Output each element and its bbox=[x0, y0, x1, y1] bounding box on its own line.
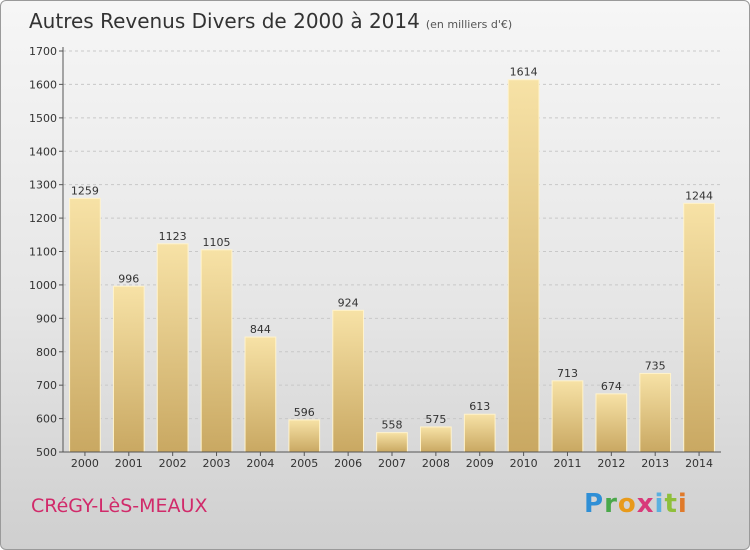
bar-value-label: 735 bbox=[645, 359, 666, 372]
bar-value-label: 844 bbox=[250, 323, 271, 336]
y-tick-label: 1100 bbox=[29, 246, 57, 259]
logo-letter: i bbox=[677, 489, 688, 519]
y-tick-label: 1200 bbox=[29, 212, 57, 225]
bar bbox=[244, 336, 277, 453]
x-tick-label: 2014 bbox=[685, 457, 713, 470]
y-tick-label: 800 bbox=[36, 346, 57, 359]
bar bbox=[420, 426, 452, 453]
x-tick-label: 2002 bbox=[159, 457, 187, 470]
x-tick-label: 2009 bbox=[466, 457, 494, 470]
logo-letter: t bbox=[664, 489, 678, 519]
bar-value-label: 674 bbox=[601, 380, 622, 393]
bar bbox=[156, 243, 189, 453]
bar-value-label: 1244 bbox=[685, 189, 713, 202]
bar-value-label: 924 bbox=[338, 296, 359, 309]
bar-value-label: 1105 bbox=[203, 236, 231, 249]
logo-letter: x bbox=[636, 489, 655, 519]
y-tick-label: 700 bbox=[36, 379, 57, 392]
y-tick-label: 900 bbox=[36, 312, 57, 325]
bar bbox=[200, 249, 233, 453]
x-tick-label: 2001 bbox=[115, 457, 143, 470]
bar bbox=[683, 202, 715, 453]
bar bbox=[463, 413, 496, 453]
bar bbox=[332, 309, 364, 453]
x-tick-label: 2006 bbox=[334, 457, 362, 470]
logo-letter: P bbox=[584, 489, 605, 519]
x-tick-label: 2005 bbox=[290, 457, 318, 470]
bar-value-label: 596 bbox=[294, 406, 315, 419]
y-tick-label: 600 bbox=[36, 413, 57, 426]
bar bbox=[69, 197, 101, 453]
x-tick-label: 2007 bbox=[378, 457, 406, 470]
logo-letter: i bbox=[654, 489, 665, 519]
x-tick-label: 2003 bbox=[203, 457, 231, 470]
bar-value-label: 558 bbox=[382, 419, 403, 432]
x-tick-label: 2013 bbox=[641, 457, 669, 470]
bar bbox=[595, 393, 628, 453]
bar-value-label: 1259 bbox=[71, 184, 99, 197]
bar bbox=[376, 432, 408, 453]
y-tick-label: 1300 bbox=[29, 179, 57, 192]
logo-letter: o bbox=[617, 489, 637, 519]
bar bbox=[507, 79, 540, 453]
y-axis: 500 600 700 800 900 1000 1100 1200 1300 1400 1500 1… bbox=[29, 45, 64, 459]
y-tick-label: 1600 bbox=[29, 78, 57, 91]
bar-value-label: 996 bbox=[118, 272, 139, 285]
y-tick-label: 1400 bbox=[29, 145, 57, 158]
y-tick-label: 500 bbox=[36, 446, 57, 459]
proxiti-logo: Proxiti bbox=[584, 489, 688, 519]
bar bbox=[112, 285, 145, 453]
y-tick-label: 1700 bbox=[29, 45, 57, 58]
commune-name: CRéGY-LèS-MEAUX bbox=[31, 495, 208, 517]
y-tick-label: 1500 bbox=[29, 112, 57, 125]
x-tick-label: 2012 bbox=[597, 457, 625, 470]
bar-value-label: 613 bbox=[469, 400, 490, 413]
bar-value-label: 1614 bbox=[510, 66, 538, 79]
bars: 1259 996 1123 1105 844 596 924 558 575 613 1614 713… bbox=[69, 66, 715, 453]
logo-letter: r bbox=[604, 489, 618, 519]
bar bbox=[551, 380, 584, 453]
x-tick-label: 2008 bbox=[422, 457, 450, 470]
chart-subtitle: (en milliers d'€) bbox=[425, 18, 513, 31]
y-tick-label: 1000 bbox=[29, 279, 57, 292]
x-tick-label: 2011 bbox=[553, 457, 581, 470]
bar-value-label: 1123 bbox=[159, 230, 187, 243]
x-tick-label: 2000 bbox=[71, 457, 99, 470]
x-axis: 2000 2001 2002 2003 2004 2005 2006 2007 2008 2009… bbox=[63, 451, 721, 470]
x-tick-label: 2010 bbox=[510, 457, 538, 470]
bar bbox=[288, 419, 321, 453]
x-tick-label: 2004 bbox=[246, 457, 274, 470]
bar-value-label: 713 bbox=[557, 367, 578, 380]
chart-title-block: Autres Revenus Divers de 2000 à 2014 (en … bbox=[29, 9, 512, 33]
bar bbox=[639, 372, 672, 453]
chart-title: Autres Revenus Divers de 2000 à 2014 bbox=[29, 9, 420, 33]
bar-value-label: 575 bbox=[425, 413, 446, 426]
